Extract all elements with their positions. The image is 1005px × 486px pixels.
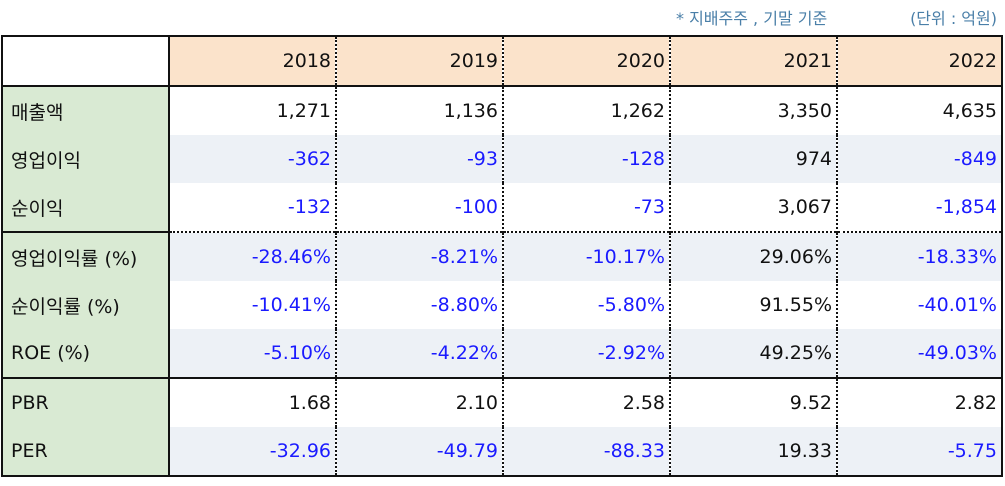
value-cell: -28.46% [169, 231, 337, 281]
row-label: PER [1, 427, 170, 477]
value-cell: 19.33 [670, 427, 838, 477]
value-cell: 9.52 [670, 377, 838, 427]
year-header: 2021 [670, 35, 838, 87]
year-header: 2020 [503, 35, 671, 87]
row-label: ROE (%) [1, 329, 170, 378]
value-cell: 91.55% [670, 281, 838, 329]
row-label: 영업이익률 (%) [1, 231, 170, 281]
financial-table: 2018 2019 2020 2021 2022 매출액 1,271 1,136… [1, 35, 1003, 477]
value-cell: -93 [336, 135, 504, 183]
value-cell: -100 [336, 183, 504, 232]
table-row: 영업이익률 (%) -28.46% -8.21% -10.17% 29.06% … [1, 231, 1003, 281]
value-cell: -1,854 [837, 183, 1003, 232]
value-cell: -49.79 [336, 427, 504, 477]
unit-note: (단위 : 억원) [910, 9, 997, 28]
table-row: PBR 1.68 2.10 2.58 9.52 2.82 [1, 377, 1003, 427]
value-cell: -2.92% [503, 329, 671, 378]
value-cell: 3,067 [670, 183, 838, 232]
value-cell: -128 [503, 135, 671, 183]
value-cell: -10.17% [503, 231, 671, 281]
year-header: 2019 [336, 35, 504, 87]
row-label: 영업이익 [1, 135, 170, 183]
value-cell: -4.22% [336, 329, 504, 378]
table-row: 영업이익 -362 -93 -128 974 -849 [1, 135, 1003, 183]
value-cell: -40.01% [837, 281, 1003, 329]
value-cell: 974 [670, 135, 838, 183]
value-cell: 2.10 [336, 377, 504, 427]
table-row: 순이익률 (%) -10.41% -8.80% -5.80% 91.55% -4… [1, 281, 1003, 329]
value-cell: -5.80% [503, 281, 671, 329]
row-label: 순이익 [1, 183, 170, 232]
value-cell: -49.03% [837, 329, 1003, 378]
corner-cell [1, 35, 170, 87]
value-cell: -32.96 [169, 427, 337, 477]
value-cell: -362 [169, 135, 337, 183]
basis-note: * 지배주주 , 기말 기준 [676, 9, 828, 28]
value-cell: -8.80% [336, 281, 504, 329]
value-cell: 1,136 [336, 85, 504, 135]
value-cell: -5.10% [169, 329, 337, 378]
value-cell: 29.06% [670, 231, 838, 281]
value-cell: 1,271 [169, 85, 337, 135]
value-cell: -10.41% [169, 281, 337, 329]
value-cell: -73 [503, 183, 671, 232]
value-cell: -18.33% [837, 231, 1003, 281]
value-cell: -849 [837, 135, 1003, 183]
year-header: 2022 [837, 35, 1003, 87]
row-label: PBR [1, 377, 170, 427]
table-row: 순이익 -132 -100 -73 3,067 -1,854 [1, 183, 1003, 232]
row-label: 순이익률 (%) [1, 281, 170, 329]
value-cell: -132 [169, 183, 337, 232]
table-row: ROE (%) -5.10% -4.22% -2.92% 49.25% -49.… [1, 329, 1003, 378]
table-row: PER -32.96 -49.79 -88.33 19.33 -5.75 [1, 427, 1003, 477]
value-cell: 2.82 [837, 377, 1003, 427]
value-cell: 49.25% [670, 329, 838, 378]
row-label: 매출액 [1, 85, 170, 135]
value-cell: 1,262 [503, 85, 671, 135]
table-row: 매출액 1,271 1,136 1,262 3,350 4,635 [1, 85, 1003, 135]
year-header: 2018 [169, 35, 337, 87]
value-cell: 2.58 [503, 377, 671, 427]
value-cell: 1.68 [169, 377, 337, 427]
value-cell: -5.75 [837, 427, 1003, 477]
year-header-row: 2018 2019 2020 2021 2022 [1, 35, 1003, 87]
value-cell: -88.33 [503, 427, 671, 477]
value-cell: 3,350 [670, 85, 838, 135]
value-cell: -8.21% [336, 231, 504, 281]
value-cell: 4,635 [837, 85, 1003, 135]
